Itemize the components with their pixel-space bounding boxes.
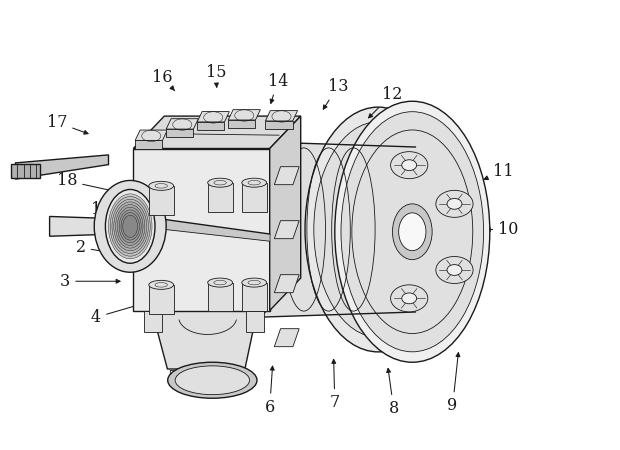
Ellipse shape bbox=[436, 256, 473, 284]
Ellipse shape bbox=[208, 278, 232, 287]
Ellipse shape bbox=[149, 181, 174, 190]
Text: 11: 11 bbox=[484, 162, 514, 180]
Ellipse shape bbox=[305, 107, 451, 352]
Polygon shape bbox=[275, 220, 299, 238]
Ellipse shape bbox=[115, 205, 145, 248]
Ellipse shape bbox=[447, 265, 462, 275]
Ellipse shape bbox=[105, 189, 155, 263]
Polygon shape bbox=[242, 283, 267, 311]
Ellipse shape bbox=[175, 366, 249, 395]
Text: 6: 6 bbox=[265, 366, 275, 416]
Polygon shape bbox=[197, 122, 224, 130]
Polygon shape bbox=[228, 110, 260, 120]
Ellipse shape bbox=[447, 198, 462, 209]
Polygon shape bbox=[208, 183, 232, 212]
Ellipse shape bbox=[110, 197, 150, 256]
Ellipse shape bbox=[335, 101, 490, 362]
Text: 17: 17 bbox=[46, 114, 88, 134]
Text: 16: 16 bbox=[152, 69, 175, 91]
Text: 10: 10 bbox=[486, 221, 518, 238]
Polygon shape bbox=[133, 148, 270, 310]
Text: 9: 9 bbox=[448, 353, 460, 414]
Ellipse shape bbox=[108, 194, 152, 259]
Ellipse shape bbox=[234, 142, 281, 317]
Ellipse shape bbox=[113, 202, 146, 251]
Polygon shape bbox=[275, 274, 299, 292]
Polygon shape bbox=[197, 112, 229, 122]
Polygon shape bbox=[135, 140, 162, 148]
Text: 5: 5 bbox=[167, 334, 207, 386]
Text: 14: 14 bbox=[268, 72, 288, 104]
Polygon shape bbox=[144, 310, 162, 332]
Polygon shape bbox=[16, 155, 108, 179]
Ellipse shape bbox=[391, 285, 428, 312]
Polygon shape bbox=[133, 116, 301, 148]
Ellipse shape bbox=[352, 130, 472, 333]
Polygon shape bbox=[149, 186, 174, 215]
Polygon shape bbox=[133, 215, 270, 241]
Ellipse shape bbox=[402, 160, 417, 171]
Text: 4: 4 bbox=[91, 291, 185, 326]
Polygon shape bbox=[166, 129, 193, 137]
Text: 3: 3 bbox=[60, 273, 120, 290]
Polygon shape bbox=[270, 116, 301, 310]
Text: 15: 15 bbox=[205, 64, 226, 87]
Ellipse shape bbox=[242, 278, 267, 287]
Text: 7: 7 bbox=[330, 360, 340, 411]
Polygon shape bbox=[242, 183, 267, 212]
Text: 2: 2 bbox=[76, 239, 130, 257]
Polygon shape bbox=[152, 310, 257, 369]
Ellipse shape bbox=[391, 152, 428, 179]
Ellipse shape bbox=[94, 180, 166, 272]
Ellipse shape bbox=[242, 178, 267, 187]
Polygon shape bbox=[50, 216, 108, 236]
Ellipse shape bbox=[402, 293, 417, 304]
Polygon shape bbox=[166, 119, 198, 129]
Ellipse shape bbox=[119, 210, 141, 243]
Polygon shape bbox=[246, 310, 264, 332]
Polygon shape bbox=[265, 111, 298, 121]
Ellipse shape bbox=[436, 190, 473, 217]
Text: 12: 12 bbox=[368, 86, 402, 118]
Ellipse shape bbox=[123, 215, 138, 238]
Text: 18: 18 bbox=[56, 172, 117, 193]
Ellipse shape bbox=[149, 280, 174, 289]
Polygon shape bbox=[135, 130, 167, 140]
Ellipse shape bbox=[208, 178, 232, 187]
Text: 8: 8 bbox=[387, 369, 399, 417]
Polygon shape bbox=[208, 283, 232, 311]
Polygon shape bbox=[257, 142, 415, 317]
Text: 1: 1 bbox=[91, 201, 150, 218]
Text: 13: 13 bbox=[323, 78, 348, 109]
Ellipse shape bbox=[121, 212, 140, 240]
Ellipse shape bbox=[117, 207, 143, 245]
Polygon shape bbox=[149, 285, 174, 314]
Ellipse shape bbox=[399, 213, 426, 251]
Polygon shape bbox=[228, 120, 255, 128]
Ellipse shape bbox=[341, 112, 484, 352]
Ellipse shape bbox=[392, 204, 432, 260]
Ellipse shape bbox=[112, 199, 148, 253]
Ellipse shape bbox=[314, 122, 443, 337]
Polygon shape bbox=[275, 166, 299, 184]
Polygon shape bbox=[265, 121, 293, 129]
Polygon shape bbox=[11, 164, 40, 178]
Polygon shape bbox=[275, 328, 299, 346]
Ellipse shape bbox=[168, 362, 257, 398]
